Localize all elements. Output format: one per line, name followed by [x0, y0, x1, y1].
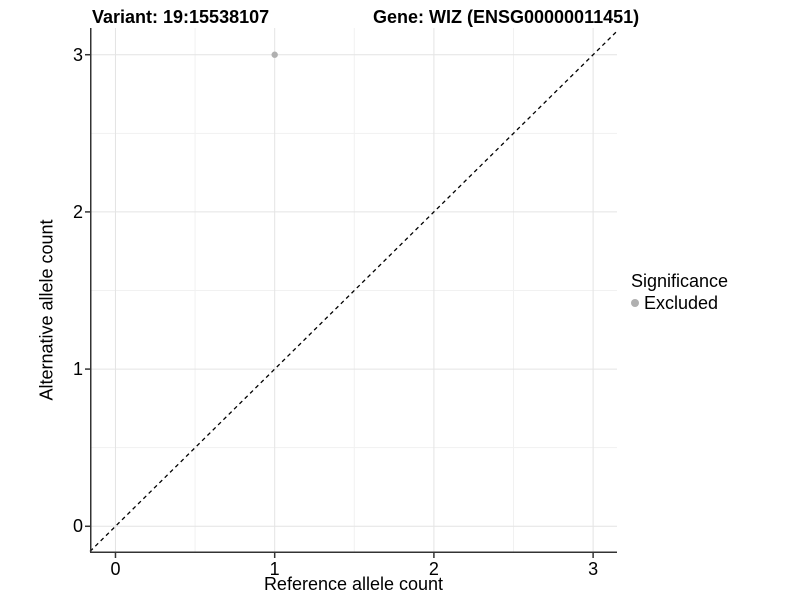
y-tick-label: 0: [72, 516, 83, 537]
x-tick-label: 0: [110, 559, 121, 579]
x-tick-label: 2: [428, 559, 439, 579]
plot-canvas: [85, 28, 617, 558]
x-axis-title: Reference allele count: [263, 574, 444, 594]
gene-title: Gene: WIZ (ENSG00000011451): [373, 7, 640, 27]
y-tick-label: 1: [72, 359, 83, 380]
legend-title: Significance: [631, 271, 729, 291]
legend-items: Excluded: [631, 293, 728, 313]
y-axis-title: Alternative allele count: [36, 219, 57, 401]
y-tick-label: 3: [72, 44, 83, 65]
x-tick-label: 3: [588, 559, 599, 579]
x-tick-label: 1: [269, 559, 280, 579]
identity-line: [89, 30, 617, 552]
legend-item-label: Excluded: [644, 293, 719, 313]
legend: Significance Excluded: [631, 271, 728, 313]
data-point-excluded: [271, 51, 278, 58]
legend-item-excluded: Excluded: [631, 293, 728, 313]
y-tick-label: 2: [72, 201, 83, 222]
variant-title: Variant: 19:15538107: [92, 7, 270, 27]
legend-point-icon: [631, 299, 639, 307]
